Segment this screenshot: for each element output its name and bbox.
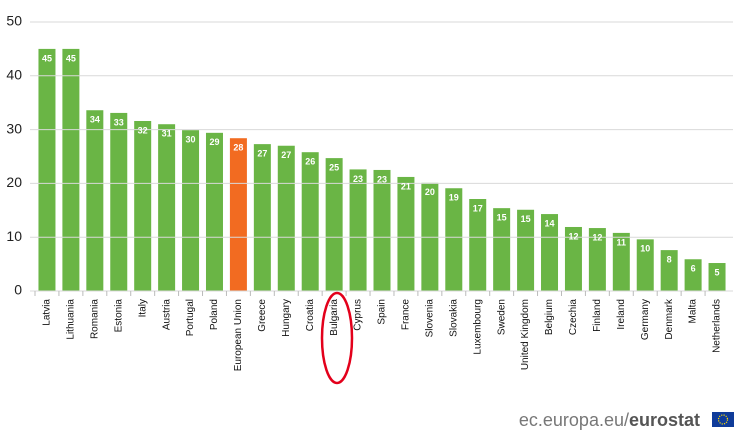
x-tick-label: Slovakia: [448, 299, 459, 337]
x-tick-label: Finland: [592, 299, 603, 332]
bar: [660, 250, 678, 291]
bar: [301, 152, 319, 291]
value-label: 6: [691, 264, 696, 274]
y-tick-label: 0: [14, 282, 22, 298]
value-label: 12: [568, 231, 578, 241]
x-tick-label: Latvia: [42, 299, 53, 326]
bar: [325, 158, 343, 291]
x-tick-label: United Kingdom: [520, 299, 531, 370]
bar: [229, 138, 247, 291]
value-label: 34: [90, 115, 100, 125]
value-label: 31: [162, 129, 172, 139]
bar: [708, 263, 726, 291]
value-label: 12: [592, 232, 602, 242]
x-tick-label: European Union: [233, 299, 244, 371]
bar: [373, 169, 391, 291]
eu-flag: [712, 412, 734, 427]
value-label: 20: [425, 187, 435, 197]
bar: [588, 228, 606, 291]
value-label: 5: [715, 267, 720, 277]
highlight-ellipse: [320, 291, 354, 385]
bar: [349, 169, 367, 291]
x-tick-label: Lithuania: [66, 299, 77, 340]
x-tick-label: Cyprus: [353, 299, 364, 331]
bar: [636, 239, 654, 291]
x-tick-label: France: [401, 299, 412, 331]
x-tick-label: Italy: [137, 299, 148, 317]
x-tick-label: Croatia: [305, 299, 316, 332]
y-tick-label: 20: [6, 174, 22, 190]
value-label: 32: [138, 125, 148, 135]
value-label: 11: [617, 237, 627, 247]
value-label: 29: [209, 137, 219, 147]
value-label: 30: [186, 135, 196, 145]
bar: [134, 120, 152, 291]
x-tick-label: Ireland: [616, 299, 627, 330]
bar: [62, 48, 80, 292]
value-label: 27: [281, 150, 291, 160]
bar: [684, 259, 702, 291]
bar: [110, 112, 128, 291]
bar: [182, 130, 200, 291]
y-tick-label: 40: [6, 67, 22, 83]
x-tick-label: Czechia: [568, 299, 579, 336]
value-label: 33: [114, 117, 124, 127]
x-tick-label: Poland: [209, 299, 220, 330]
bar: [253, 144, 271, 291]
value-label: 23: [377, 174, 387, 184]
value-label: 19: [449, 193, 459, 203]
x-tick-label: Spain: [377, 299, 388, 325]
value-label: 15: [497, 213, 507, 223]
x-tick-label: Romania: [89, 299, 100, 339]
bar: [445, 188, 463, 291]
value-label: 17: [473, 203, 483, 213]
x-tick-label: Bulgaria: [329, 299, 340, 336]
bar: [277, 145, 295, 291]
value-label: 15: [521, 214, 531, 224]
y-tick-label: 30: [6, 120, 22, 136]
bar: [541, 214, 559, 291]
x-tick-label: Germany: [640, 299, 651, 340]
y-tick-label: 10: [6, 228, 22, 244]
x-tick-label: Portugal: [185, 299, 196, 336]
x-tick-label: Sweden: [496, 299, 507, 335]
x-tick-label: Belgium: [544, 299, 555, 335]
value-label: 10: [640, 244, 650, 254]
value-label: 14: [545, 218, 555, 228]
value-label: 28: [233, 143, 243, 153]
value-label: 8: [667, 254, 672, 264]
x-tick-label: Denmark: [664, 298, 675, 340]
bar: [397, 176, 415, 291]
y-tick-label: 50: [6, 13, 22, 29]
x-tick-label: Austria: [161, 299, 172, 331]
bar: [517, 209, 535, 291]
bar: [469, 199, 487, 291]
bar: [612, 232, 630, 291]
bar: [158, 124, 176, 291]
x-tick-label: Malta: [688, 299, 699, 324]
value-label: 45: [66, 53, 76, 63]
x-tick-label: Hungary: [281, 299, 292, 337]
x-tick-label: Netherlands: [712, 299, 723, 353]
bar: [38, 48, 56, 292]
x-tick-label: Slovenia: [425, 299, 436, 338]
value-label: 23: [353, 174, 363, 184]
x-tick-label: Luxembourg: [472, 299, 483, 355]
bar: [86, 110, 104, 292]
x-tick-label: Greece: [257, 299, 268, 332]
bar: [493, 208, 511, 291]
value-label: 26: [305, 157, 315, 167]
x-tick-label: Estonia: [113, 299, 124, 333]
value-label: 45: [42, 53, 52, 63]
bar: [564, 226, 582, 291]
bar: [205, 132, 223, 291]
value-label: 21: [401, 181, 411, 191]
value-label: 25: [329, 162, 339, 172]
value-label: 27: [257, 149, 267, 159]
source-site: ec.europa.eu/: [519, 410, 629, 430]
source-brand: eurostat: [629, 410, 700, 430]
source: ec.europa.eu/eurostat: [519, 410, 700, 430]
